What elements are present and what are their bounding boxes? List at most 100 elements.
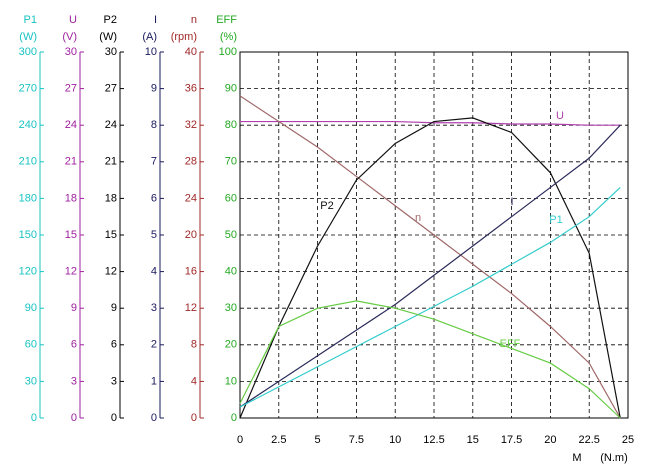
- axis-name: n: [191, 14, 197, 26]
- y-tick-label: 10: [145, 46, 157, 58]
- x-tick-label: 2.5: [271, 434, 286, 446]
- x-tick-label: 12.5: [423, 434, 444, 446]
- y-tick-label: 80: [225, 119, 237, 131]
- series-line: [239, 95, 621, 419]
- y-tick-label: 20: [225, 339, 237, 351]
- axis-name: I: [154, 14, 157, 26]
- y-tick-label: 300: [19, 46, 37, 58]
- y-tick-label: 40: [185, 46, 197, 58]
- y-tick-label: 30: [105, 46, 117, 58]
- y-tick-label: 0: [191, 412, 197, 424]
- axis-name: P2: [104, 14, 117, 26]
- y-tick-label: 0: [71, 412, 77, 424]
- y-tick-label: 9: [111, 302, 117, 314]
- y-tick-label: 50: [225, 229, 237, 241]
- y-tick-label: 27: [65, 83, 77, 95]
- y-tick-label: 28: [185, 156, 197, 168]
- plot-frame: [239, 51, 629, 419]
- x-tick-label: 20: [544, 434, 556, 446]
- y-tick-label: 6: [111, 339, 117, 351]
- x-axis-label: M: [572, 452, 581, 464]
- y-tick-label: 18: [105, 192, 117, 204]
- y-tick-label: 0: [111, 412, 117, 424]
- y-tick-label: 0: [151, 412, 157, 424]
- y-tick-label: 8: [151, 119, 157, 131]
- series-line: [240, 120, 621, 126]
- y-tick-label: 90: [25, 302, 37, 314]
- y-tick-label: 30: [225, 302, 237, 314]
- y-tick-label: 90: [225, 83, 237, 95]
- series-label: I: [510, 196, 513, 208]
- y-tick-label: 27: [105, 83, 117, 95]
- y-tick-label: 15: [105, 229, 117, 241]
- y-tick-label: 15: [65, 229, 77, 241]
- x-axis-unit: (N.m): [600, 452, 628, 464]
- y-tick-label: 40: [225, 266, 237, 278]
- y-tick-label: 12: [105, 266, 117, 278]
- y-tick-label: 9: [71, 302, 77, 314]
- y-tick-label: 3: [151, 302, 157, 314]
- y-tick-label: 3: [71, 375, 77, 387]
- x-tick-label: 22.5: [578, 434, 599, 446]
- x-tick-label: 7.5: [349, 434, 364, 446]
- series-label: EFF: [500, 338, 521, 350]
- axis-name: P1: [24, 14, 37, 26]
- y-tick-label: 10: [225, 375, 237, 387]
- y-tick-label: 240: [19, 119, 37, 131]
- y-tick-label: 12: [65, 266, 77, 278]
- y-tick-label: 120: [19, 266, 37, 278]
- y-tick-label: 270: [19, 83, 37, 95]
- y-tick-label: 4: [151, 266, 157, 278]
- axis-unit: (A): [142, 31, 157, 43]
- y-tick-label: 60: [25, 339, 37, 351]
- series-line: [239, 117, 621, 419]
- series-label: P1: [549, 214, 562, 226]
- axis-unit: (W): [99, 31, 117, 43]
- y-tick-label: 7: [151, 156, 157, 168]
- series-label: P2: [320, 200, 333, 212]
- axis-unit: (W): [19, 31, 37, 43]
- axis-name: U: [69, 14, 77, 26]
- y-tick-label: 9: [151, 83, 157, 95]
- y-tick-label: 1: [151, 375, 157, 387]
- y-tick-label: 16: [185, 266, 197, 278]
- y-tick-label: 0: [231, 412, 237, 424]
- y-tick-label: 20: [185, 229, 197, 241]
- y-tick-label: 36: [185, 83, 197, 95]
- axis-unit: (%): [220, 31, 237, 43]
- y-tick-label: 3: [111, 375, 117, 387]
- y-tick-label: 21: [65, 156, 77, 168]
- y-tick-label: 2: [151, 339, 157, 351]
- series-line: [239, 186, 621, 408]
- y-tick-label: 180: [19, 192, 37, 204]
- y-tick-label: 24: [105, 119, 117, 131]
- x-tick-label: 15: [467, 434, 479, 446]
- x-tick-label: 17.5: [501, 434, 522, 446]
- y-tick-label: 18: [65, 192, 77, 204]
- y-tick-label: 30: [25, 375, 37, 387]
- series-label: n: [415, 212, 421, 224]
- y-tick-label: 32: [185, 119, 197, 131]
- y-tick-label: 24: [185, 192, 197, 204]
- y-tick-label: 150: [19, 229, 37, 241]
- y-tick-label: 60: [225, 192, 237, 204]
- y-tick-label: 8: [191, 339, 197, 351]
- y-tick-label: 30: [65, 46, 77, 58]
- y-tick-label: 5: [151, 229, 157, 241]
- y-tick-label: 12: [185, 302, 197, 314]
- x-tick-label: 25: [622, 434, 634, 446]
- series-line: [239, 124, 621, 408]
- y-tick-label: 70: [225, 156, 237, 168]
- x-tick-label: 0: [237, 434, 243, 446]
- y-tick-label: 4: [191, 375, 197, 387]
- series-label: U: [556, 110, 564, 122]
- x-tick-label: 10: [389, 434, 401, 446]
- y-tick-label: 210: [19, 156, 37, 168]
- y-tick-label: 0: [31, 412, 37, 424]
- y-tick-label: 21: [105, 156, 117, 168]
- y-tick-label: 6: [151, 192, 157, 204]
- y-tick-label: 6: [71, 339, 77, 351]
- series-line: [239, 300, 621, 419]
- y-tick-label: 24: [65, 119, 77, 131]
